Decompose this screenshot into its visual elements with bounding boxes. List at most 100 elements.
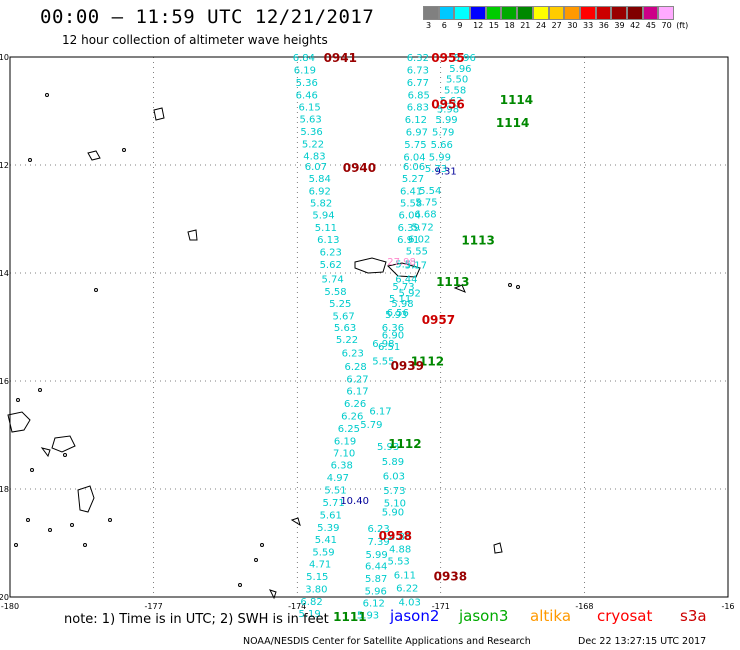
swh-value: 4.97 <box>327 473 349 484</box>
pass-time-label: 1114 <box>500 93 533 107</box>
swh-value: 5.99 <box>435 115 457 126</box>
swh-value: 5.73 <box>425 164 447 175</box>
legend-swatch <box>595 6 612 20</box>
swh-value: 5.96 <box>365 587 387 598</box>
satellite-name: cryosat <box>597 607 653 625</box>
pass-time-label: 1113 <box>461 234 494 248</box>
swh-value: 5.58 <box>444 85 466 96</box>
lat-label: -18 <box>0 485 9 494</box>
islet <box>260 543 264 547</box>
swh-value: 5.61 <box>320 510 342 521</box>
altimeter-tracks: 6.846.195.366.466.155.635.365.224.836.07… <box>293 53 476 621</box>
swh-value: 6.04 <box>399 211 421 222</box>
swh-value: 6.27 <box>346 374 368 385</box>
swh-value: 6.26 <box>344 399 366 410</box>
satellite-name: jason3 <box>459 607 509 625</box>
swh-value: 5.54 <box>419 186 441 197</box>
swh-value: 5.82 <box>310 198 332 209</box>
swh-value: 6.23 <box>367 524 389 535</box>
lon-label: -177 <box>145 602 163 611</box>
pass-time-label: 1112 <box>388 437 421 451</box>
pass-time-label: 0938 <box>434 569 467 583</box>
islet <box>108 518 112 522</box>
axis-labels: -10 -12 -14 -16 -18 -20-180 -177 -174 -171 -168 -1… <box>0 53 735 611</box>
footer-credit: NOAA/NESDIS Center for Satellite Applica… <box>243 636 531 647</box>
legend-label: 30 <box>567 21 578 30</box>
lon-label: -174 <box>288 602 306 611</box>
swh-value: 5.94 <box>312 211 334 222</box>
island-outline <box>354 257 387 274</box>
swh-value: 6.17 <box>346 387 368 398</box>
swh-value: 6.22 <box>396 583 418 594</box>
islet <box>48 528 52 532</box>
swh-value: 6.91 <box>397 235 419 246</box>
islet <box>70 523 74 527</box>
lon-label: -16 <box>721 602 734 611</box>
legend-swatches <box>423 6 740 20</box>
pass-time-label: 0957 <box>422 313 455 327</box>
swh-value: 5.17 <box>405 260 427 271</box>
legend-swatch <box>470 6 486 20</box>
island-outline <box>453 284 466 293</box>
island-outline <box>153 107 165 121</box>
swh-value: 5.73 <box>383 486 405 497</box>
island-outline <box>269 589 277 600</box>
swh-value: 5.36 <box>296 78 318 89</box>
swh-value: 6.68 <box>414 210 436 221</box>
legend-label: 33 <box>583 21 594 30</box>
satellite-name: altika <box>530 607 572 625</box>
swh-value: 6.38 <box>331 461 353 472</box>
swh-value: 6.73 <box>407 65 429 76</box>
swh-value: 5.22 <box>336 335 358 346</box>
legend-swatch <box>517 6 533 20</box>
swh-value: 5.63 <box>299 115 321 126</box>
legend-label: 24 <box>535 21 547 30</box>
map-frame <box>9 56 729 598</box>
island-outline <box>40 447 51 458</box>
swh-value: 5.89 <box>382 457 404 468</box>
swh-value: 5.93 <box>377 442 399 453</box>
swh-value-high: 10.40 <box>340 496 369 507</box>
swh-value: 6.15 <box>299 103 321 114</box>
swh-value: 4.88 <box>389 532 411 543</box>
swh-value: 6.98 <box>372 339 394 350</box>
swh-value: 6.97 <box>406 128 428 139</box>
swh-value: 6.02 <box>408 234 430 245</box>
swh-value: 5.75 <box>415 198 437 209</box>
islet <box>28 158 32 162</box>
swh-value: 6.90 <box>382 331 404 342</box>
swh-value: 5.62 <box>440 96 462 107</box>
lat-label: -14 <box>0 269 9 278</box>
swh-value: 5.96 <box>449 64 471 75</box>
swh-value: 6.44 <box>365 562 387 573</box>
lat-label: -16 <box>0 377 9 386</box>
swh-value: 7.39 <box>367 537 389 548</box>
island-outline <box>87 150 101 161</box>
swh-value: 6.06 <box>403 162 425 173</box>
legend-label: 6 <box>441 21 447 30</box>
legend-swatch <box>626 6 643 20</box>
legend-label: 12 <box>473 21 484 30</box>
islet <box>63 453 67 457</box>
lon-label: -171 <box>432 602 450 611</box>
swh-value: 6.28 <box>344 362 366 373</box>
swh-value: 6.12 <box>363 598 385 609</box>
swh-value: 5.53 <box>388 556 410 567</box>
swh-value: 5.67 <box>332 312 354 323</box>
islet <box>38 388 42 392</box>
swh-value: 5.39 <box>317 523 339 534</box>
swh-value: 5.71 <box>322 498 344 509</box>
swh-value: 6.51 <box>378 342 400 353</box>
swh-value: 5.15 <box>306 572 328 583</box>
swh-value: 6.77 <box>407 78 429 89</box>
swh-value: 4.83 <box>303 151 325 162</box>
footer-timestamp: Dec 22 13:27:15 UTC 2017 <box>578 636 707 647</box>
swh-value: 5.99 <box>429 152 451 163</box>
swh-value: 7.10 <box>333 448 355 459</box>
swh-value: 5.93 <box>385 310 407 321</box>
legend-labels: 3 6 9 12 15 18 21 24 27 30 33 36 39 42 45 70 (ft) <box>423 20 740 32</box>
swh-value: 6.56 <box>387 308 409 319</box>
swh-value: 5.58 <box>324 287 346 298</box>
islet <box>508 283 512 287</box>
swh-value: 5.55 <box>406 246 428 257</box>
